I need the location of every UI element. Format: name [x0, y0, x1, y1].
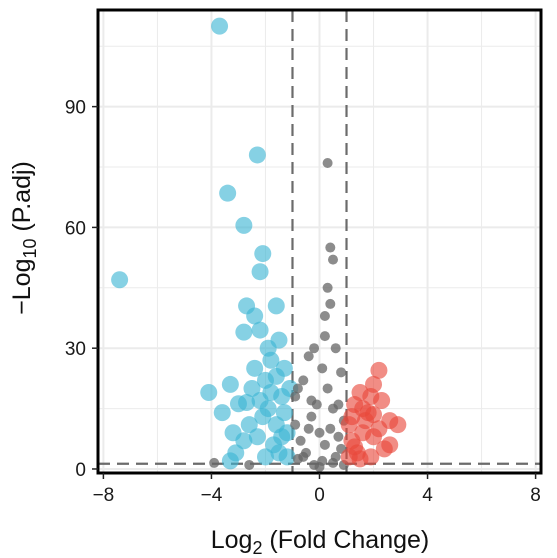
point-down	[200, 383, 218, 401]
point-not_significant	[292, 383, 303, 394]
point-not_significant	[292, 453, 303, 464]
point-down	[273, 428, 291, 446]
point-not_significant	[322, 383, 333, 394]
y-axis-title-main: −Log	[8, 259, 36, 315]
point-not_significant	[317, 363, 328, 374]
series-up	[340, 361, 407, 468]
y-axis-title-rest: (P.adj)	[8, 161, 36, 238]
point-down	[111, 271, 129, 289]
point-not_significant	[290, 419, 301, 430]
point-down	[267, 297, 285, 315]
point-down	[235, 216, 253, 234]
point-down	[248, 146, 266, 164]
point-not_significant	[325, 298, 336, 309]
y-axis-title: −Log10 (P.adj)	[8, 161, 40, 315]
x-tick-label: −4	[201, 485, 223, 506]
point-not_significant	[325, 423, 336, 434]
point-down	[246, 359, 264, 377]
x-axis-title-rest: (Fold Change)	[262, 526, 429, 554]
series-not_significant	[209, 157, 349, 472]
point-down	[229, 395, 247, 413]
point-up	[370, 361, 388, 379]
point-up	[373, 392, 391, 410]
point-down	[248, 428, 266, 446]
point-not_significant	[330, 343, 341, 354]
point-not_significant	[295, 435, 306, 446]
point-not_significant	[303, 351, 314, 362]
point-not_significant	[328, 403, 339, 414]
point-not_significant	[322, 282, 333, 293]
point-not_significant	[322, 157, 333, 168]
y-tick-label: 30	[65, 339, 86, 360]
point-down	[213, 404, 231, 422]
point-not_significant	[314, 427, 325, 438]
point-down	[251, 321, 269, 339]
point-not_significant	[325, 242, 336, 253]
point-up	[343, 408, 361, 426]
point-not_significant	[319, 310, 330, 321]
point-not_significant	[298, 375, 309, 386]
point-down	[219, 184, 237, 202]
point-down	[246, 307, 264, 325]
point-not_significant	[336, 367, 347, 378]
x-axis-title-main: Log	[211, 526, 253, 554]
x-tick-label: 8	[530, 485, 541, 506]
point-down	[221, 452, 239, 470]
point-up	[340, 448, 358, 466]
point-up	[370, 420, 388, 438]
point-not_significant	[328, 254, 339, 265]
point-not_significant	[306, 411, 317, 422]
point-not_significant	[244, 459, 255, 470]
point-not_significant	[333, 431, 344, 442]
point-down	[251, 263, 269, 281]
y-tick-label: 90	[65, 98, 86, 119]
point-down	[256, 448, 274, 466]
point-down	[267, 367, 285, 385]
point-down	[221, 375, 239, 393]
x-axis-title-subscript: 2	[252, 538, 262, 558]
point-down	[254, 245, 272, 263]
point-down	[235, 432, 253, 450]
point-not_significant	[306, 395, 317, 406]
point-up	[381, 436, 399, 454]
point-not_significant	[328, 457, 339, 468]
x-tick-label: −8	[93, 485, 115, 506]
point-down	[211, 17, 229, 35]
watermark-text: 知乎 @酸菜	[468, 526, 548, 544]
point-down	[235, 323, 253, 341]
point-not_significant	[209, 457, 220, 468]
x-axis-title: Log2 (Fold Change)	[211, 526, 429, 558]
point-not_significant	[319, 439, 330, 450]
point-not_significant	[303, 423, 314, 434]
axis-ticks: −8 −4 0 4 8 0 30 60 90	[65, 98, 541, 506]
point-not_significant	[309, 459, 320, 470]
x-tick-label: 0	[314, 485, 325, 506]
y-tick-label: 0	[75, 460, 86, 481]
point-down	[262, 383, 280, 401]
point-not_significant	[319, 331, 330, 342]
point-down	[275, 404, 293, 422]
series-down	[111, 17, 299, 470]
point-down	[278, 448, 296, 466]
y-tick-label: 60	[65, 218, 86, 239]
y-axis-title-subscript: 10	[20, 239, 40, 259]
point-down	[243, 379, 261, 397]
point-down	[259, 339, 277, 357]
point-down	[240, 416, 258, 434]
x-tick-label: 4	[422, 485, 433, 506]
point-not_significant	[290, 391, 301, 402]
point-not_significant	[309, 343, 320, 354]
point-down	[254, 408, 272, 426]
data-points	[111, 17, 407, 472]
